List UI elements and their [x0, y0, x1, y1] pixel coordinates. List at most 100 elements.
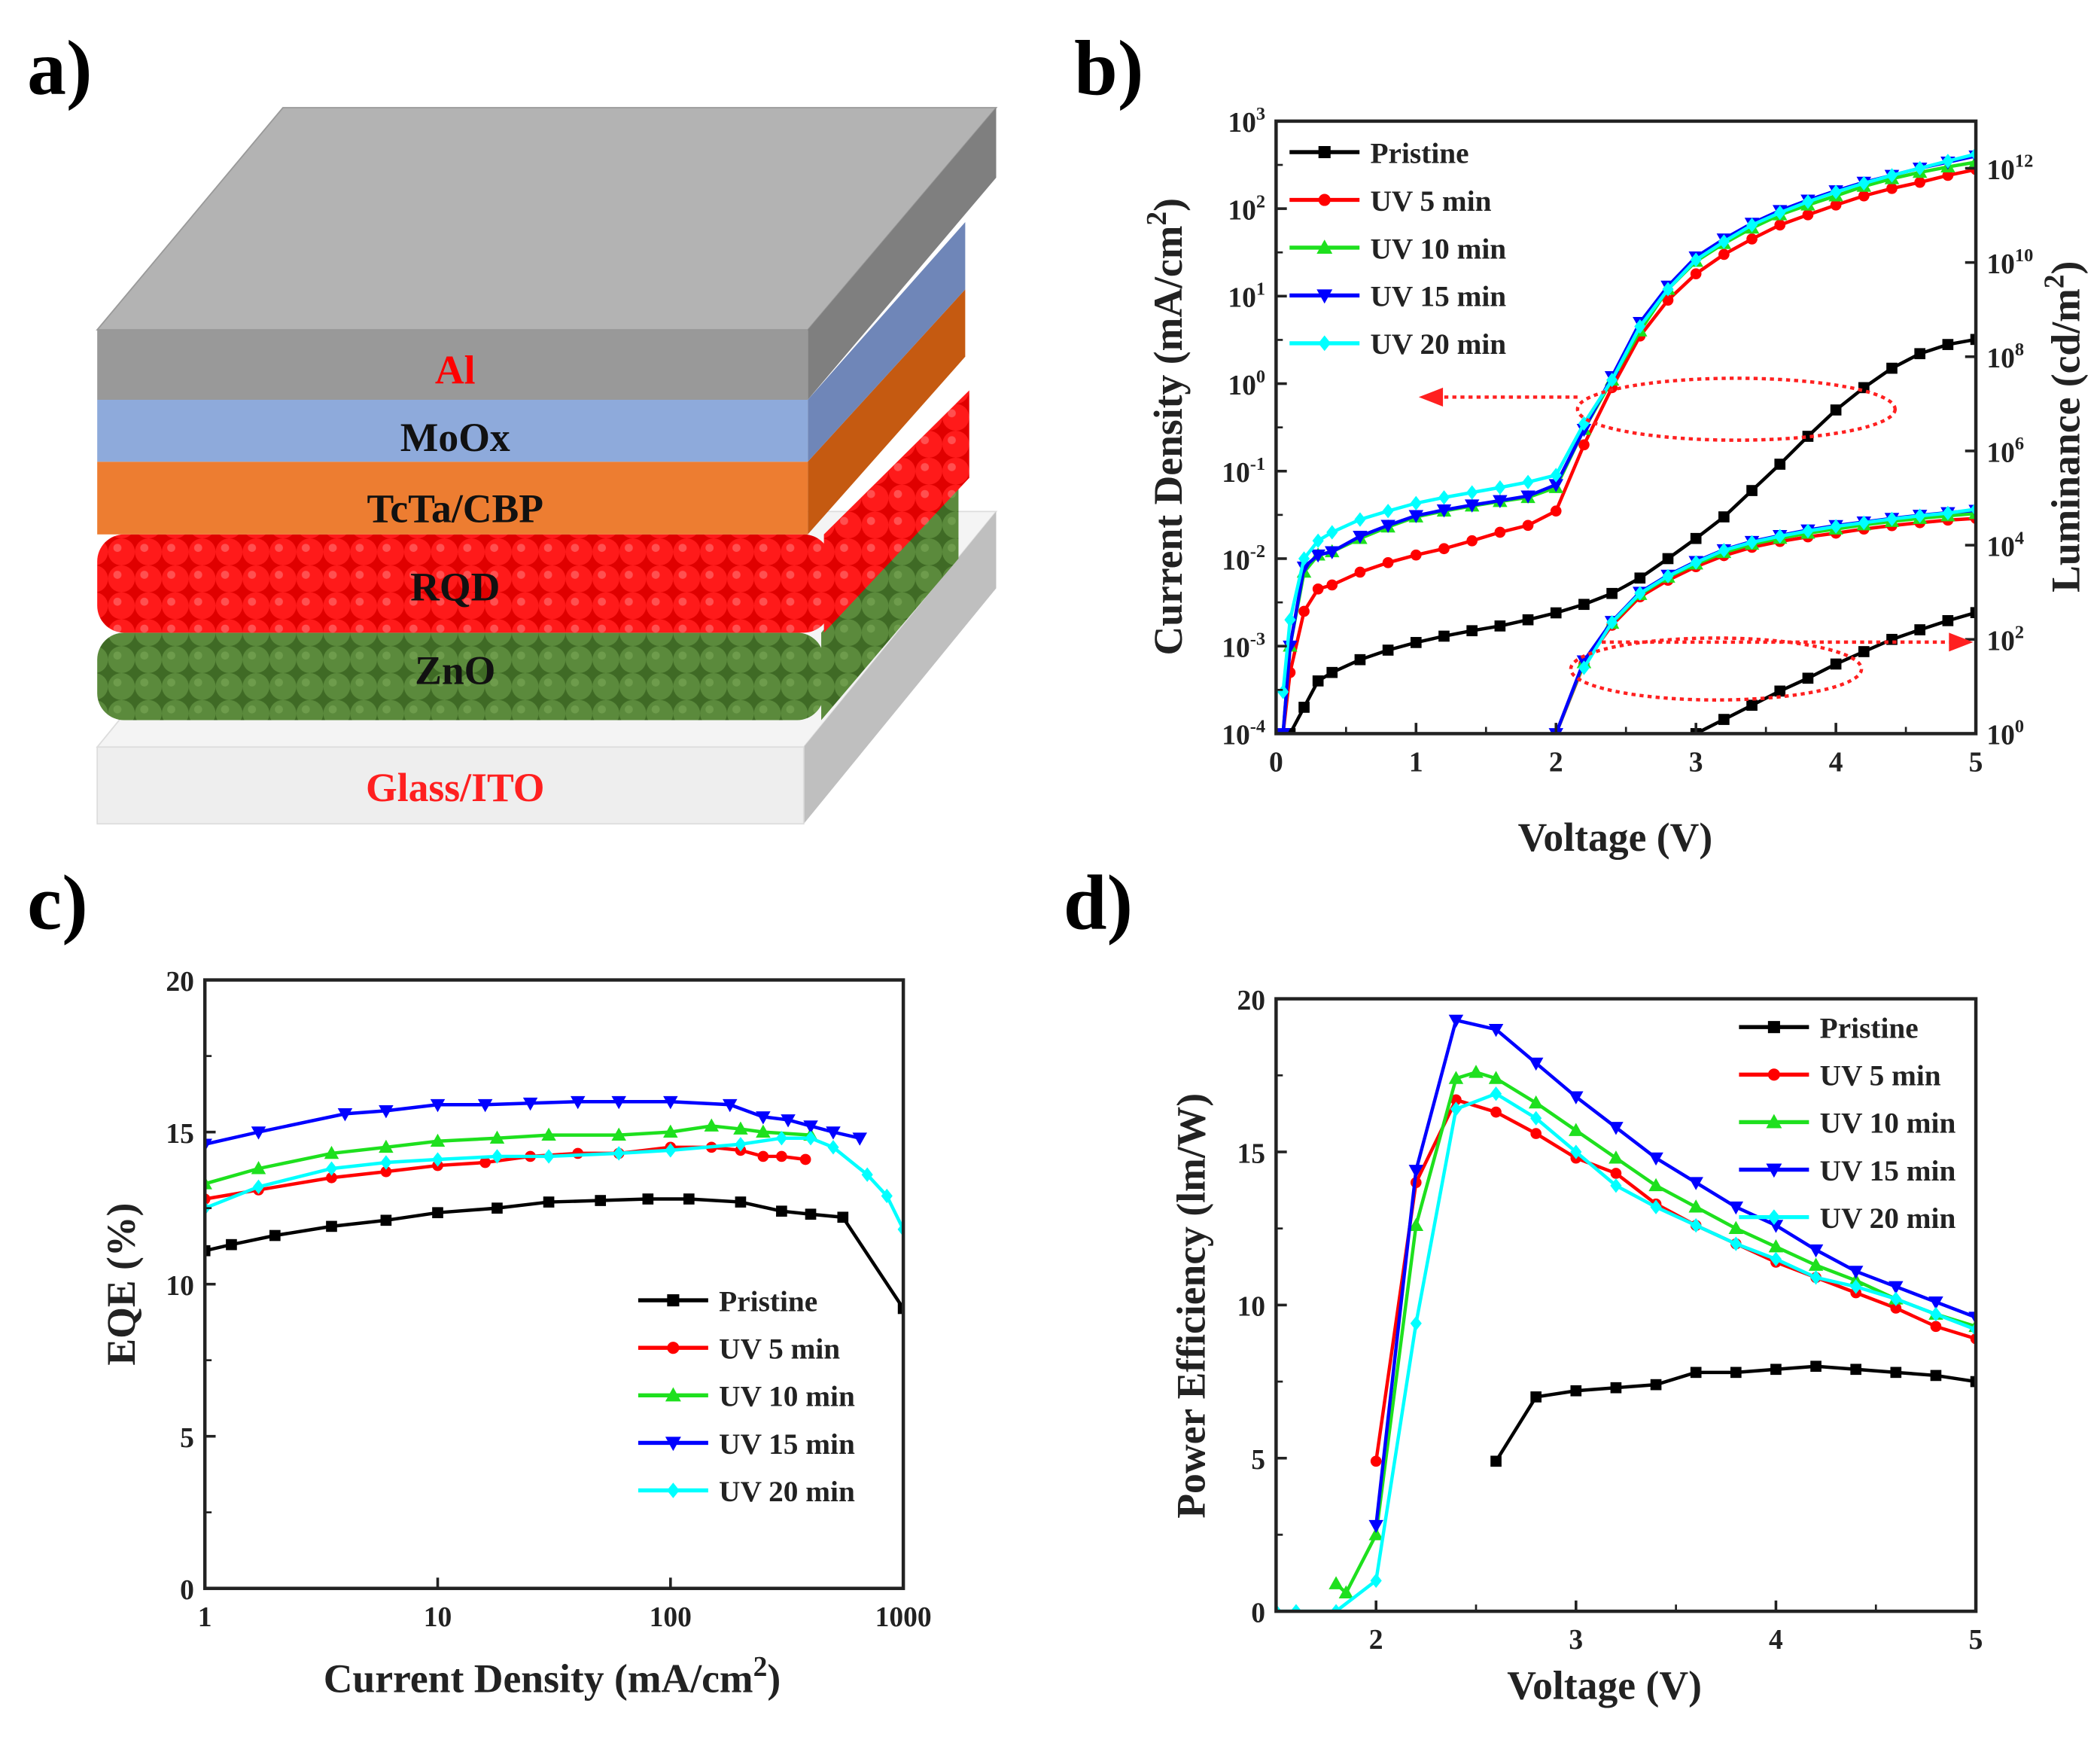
data-point: [595, 1195, 607, 1206]
data-point: [1830, 519, 1842, 534]
data-point: [430, 1133, 446, 1147]
legend-label: UV 5 min: [1371, 184, 1492, 218]
data-point: [1662, 282, 1674, 297]
data-point: [861, 1167, 873, 1182]
data-point: [1494, 620, 1506, 632]
legend: Pristine UV 5 min UV 10 min UV 15 min UV 20 …: [1739, 1011, 1955, 1235]
layer-rqd: [97, 390, 969, 633]
y-tick-label: 5: [1251, 1445, 1265, 1476]
data-point: [1488, 1023, 1504, 1037]
data-point: [1312, 675, 1324, 687]
data-point: [1970, 1376, 1977, 1388]
y-tick-label: 0: [180, 1575, 194, 1606]
data-point: [1316, 289, 1333, 304]
data-point: [1808, 1257, 1824, 1271]
y-tick-label: 10-3: [1222, 629, 1265, 663]
data-point: [492, 1202, 503, 1214]
data-point: [1942, 154, 1954, 169]
data-point: [1578, 599, 1590, 611]
data-point: [1718, 543, 1730, 558]
data-point: [1850, 1279, 1862, 1294]
data-point: [704, 1118, 720, 1132]
data-point: [1858, 646, 1870, 657]
legend-entry: UV 10 min: [1739, 1107, 1955, 1140]
legend-label: UV 5 min: [719, 1333, 840, 1366]
data-point: [1490, 1106, 1502, 1118]
data-point: [611, 1127, 626, 1141]
data-point: [1914, 176, 1926, 188]
panel-label-a: a): [27, 26, 92, 111]
data-point: [226, 1239, 237, 1251]
data-point: [1466, 625, 1478, 637]
series-group: [205, 1095, 904, 1315]
data-point: [1690, 252, 1702, 267]
data-point: [1746, 699, 1758, 711]
data-point: [1690, 1217, 1702, 1233]
data-point: [1370, 1573, 1382, 1589]
series-uv-15-min: [205, 1095, 868, 1152]
data-point: [1606, 614, 1618, 630]
data-point: [1606, 373, 1618, 388]
legend-label: UV 15 min: [719, 1427, 855, 1461]
data-point: [1608, 1122, 1624, 1135]
data-point: [431, 1152, 444, 1167]
data-point: [1310, 549, 1325, 563]
data-point: [1830, 199, 1842, 211]
data-point: [1774, 205, 1786, 221]
data-point: [1930, 1370, 1942, 1382]
x-tick-label: 1000: [875, 1602, 932, 1633]
data-point: [1885, 511, 1898, 526]
data-point: [1746, 233, 1758, 245]
data-point: [1370, 1455, 1382, 1467]
legend-label: Pristine: [1820, 1011, 1919, 1044]
data-point: [1890, 1291, 1902, 1306]
data-point: [1438, 543, 1450, 555]
data-point: [1410, 1316, 1422, 1331]
series-pristine: [205, 1193, 904, 1315]
x-tick-label: 4: [1829, 747, 1843, 778]
series-group: [1276, 1014, 1977, 1612]
legend-label: UV 10 min: [1820, 1107, 1956, 1140]
data-point: [1610, 1168, 1622, 1179]
data-point: [1530, 1128, 1542, 1139]
data-point: [1408, 510, 1424, 523]
data-point: [1810, 1270, 1822, 1285]
data-point: [665, 1143, 677, 1158]
data-point: [1767, 1068, 1780, 1081]
data-point: [1770, 1363, 1782, 1376]
y-right-axis-label: Luminance (cd/m2): [2039, 261, 2088, 593]
panel-label-c: c): [27, 861, 88, 946]
series-line: [1554, 516, 1977, 734]
data-point: [799, 1153, 811, 1165]
data-point: [667, 1294, 680, 1307]
data-point: [432, 1207, 443, 1219]
series-uv-10-min: [1328, 1065, 1977, 1599]
data-point: [1382, 504, 1394, 519]
data-point: [269, 1229, 281, 1242]
y-tick-label: 10: [166, 1271, 194, 1302]
data-point: [1802, 194, 1814, 209]
legend-entry: Pristine: [1289, 136, 1469, 169]
legend-label: UV 5 min: [1820, 1059, 1941, 1092]
legend-entry: UV 5 min: [1289, 184, 1492, 218]
data-point: [1494, 526, 1506, 538]
legend-entry: UV 15 min: [1289, 280, 1506, 313]
y-tick-label: 10-1: [1222, 454, 1265, 489]
x-tick-label: 4: [1769, 1625, 1783, 1656]
data-point: [1298, 551, 1310, 566]
data-point: [1468, 1065, 1484, 1078]
legend-entry: UV 15 min: [638, 1427, 855, 1461]
data-point: [1490, 1455, 1502, 1467]
data-point: [1634, 572, 1646, 584]
data-point: [1830, 404, 1842, 416]
legend-entry: UV 20 min: [638, 1475, 855, 1508]
data-point: [1888, 1281, 1904, 1295]
data-point: [1802, 672, 1814, 684]
data-point: [1530, 1111, 1542, 1126]
data-point: [1718, 248, 1730, 261]
series-line: [1494, 1364, 1977, 1462]
data-point: [1298, 605, 1310, 617]
data-point: [1318, 145, 1331, 159]
layer-label-moox: MoOx: [400, 415, 510, 460]
data-point: [1382, 556, 1394, 568]
